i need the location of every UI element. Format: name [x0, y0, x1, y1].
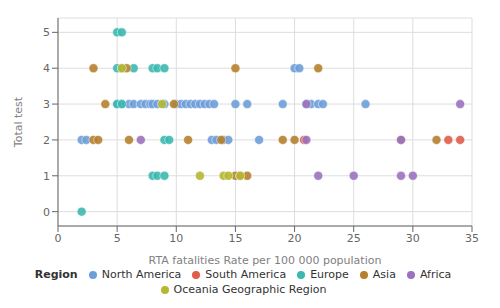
html-text:South America: South America	[205, 268, 287, 281]
svg-text:1: 1	[43, 170, 50, 183]
svg-text:4: 4	[43, 62, 50, 75]
html-text:Region: Region	[34, 268, 78, 281]
html-text:North America: North America	[101, 268, 182, 281]
svg-text:0: 0	[43, 206, 50, 219]
html-text:Africa: Africa	[419, 268, 452, 281]
html-text:Oceania Geographic Region: Oceania Geographic Region	[173, 283, 327, 296]
svg-text:0: 0	[55, 232, 62, 245]
svg-text:35: 35	[465, 232, 479, 245]
svg-text:3: 3	[43, 98, 50, 111]
svg-text:Total test: Total test	[12, 96, 25, 148]
svg-text:10: 10	[169, 232, 183, 245]
html-text:Asia: Asia	[372, 268, 396, 281]
svg-text:2: 2	[43, 134, 50, 147]
svg-text:30: 30	[406, 232, 420, 245]
svg-text:5: 5	[114, 232, 121, 245]
svg-text:5: 5	[43, 26, 50, 39]
html-text:Europe: Europe	[310, 268, 349, 281]
svg-text:RTA fatalities Rate per 100 00: RTA fatalities Rate per 100 000 populati…	[149, 254, 382, 267]
svg-text:25: 25	[347, 232, 361, 245]
svg-text:20: 20	[288, 232, 302, 245]
svg-text:15: 15	[228, 232, 242, 245]
